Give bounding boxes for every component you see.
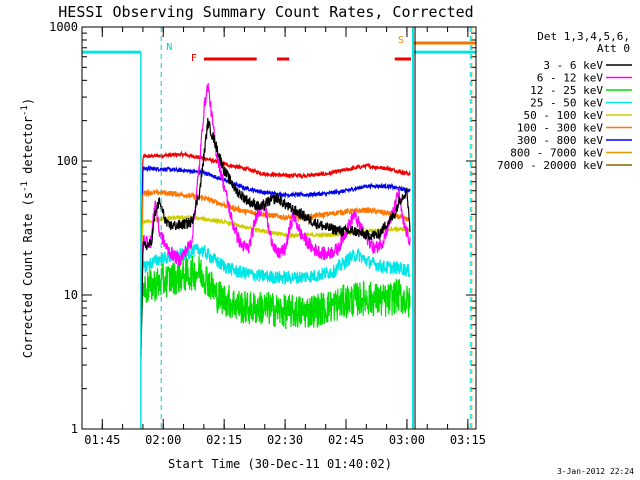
footer-date: 3-Jan-2012 22:24	[557, 467, 634, 476]
y-tick-label: 1000	[49, 20, 78, 34]
legend-label: 7000 - 20000 keV	[497, 159, 603, 172]
legend-label: 12 - 25 keV	[530, 84, 603, 97]
y-axis-label-sup-1: -1	[20, 181, 30, 192]
series-line-800-7000keV	[140, 150, 411, 309]
legend-label: 50 - 100 keV	[524, 109, 604, 122]
y-axis-label-part-3: )	[21, 98, 35, 105]
x-tick-label: 02:15	[206, 433, 242, 447]
overlay-layer: N S F	[82, 27, 476, 429]
legend-label: 100 - 300 keV	[517, 122, 603, 135]
y-axis-label-sup-2: -1	[20, 105, 30, 116]
legend-label: 300 - 800 keV	[517, 134, 603, 147]
y-axis-label-part-1: Corrected Count Rate (s	[21, 192, 35, 358]
x-tick-label: 03:15	[450, 433, 486, 447]
legend-label: 800 - 7000 keV	[510, 147, 603, 160]
legend-label: 25 - 50 keV	[530, 97, 603, 110]
series-line-3-6keV	[140, 117, 411, 357]
x-tick-label: 02:45	[328, 433, 364, 447]
series-line-50-100keV	[140, 214, 411, 336]
y-tick-label: 100	[56, 154, 78, 168]
flag-f-label: F	[191, 53, 197, 64]
legend-header-2: Att 0	[597, 42, 630, 55]
legend-header-1: Det 1,3,4,5,6,	[537, 30, 630, 43]
plot-frame	[81, 26, 477, 430]
flag-n-label: N	[166, 42, 172, 53]
y-tick-label: 1	[71, 422, 78, 436]
chart-title: HESSI Observing Summary Count Rates, Cor…	[58, 3, 473, 21]
legend-label: 6 - 12 keV	[537, 72, 604, 85]
x-tick-label: 02:00	[145, 433, 181, 447]
x-axis-label: Start Time (30-Dec-11 01:40:02)	[168, 457, 392, 471]
axes-layer: 1 10 100 1000 01:45 02:00 02:15 02:30 02:45 03:00…	[49, 20, 486, 447]
flag-s-label: S	[398, 35, 404, 46]
x-tick-label: 01:45	[84, 433, 120, 447]
x-tick-label: 03:00	[389, 433, 425, 447]
legend-label: 3 - 6 keV	[543, 59, 603, 72]
series-layer	[140, 82, 411, 366]
series-line-100-300keV	[140, 188, 411, 325]
y-tick-label: 10	[64, 288, 78, 302]
x-tick-label: 02:30	[267, 433, 303, 447]
series-line-300-800keV	[140, 164, 411, 316]
y-axis-label-part-2: detector	[21, 116, 35, 181]
y-axis-label: Corrected Count Rate (s-1 detector-1)	[20, 98, 35, 358]
series-line-12-25keV	[140, 255, 411, 349]
